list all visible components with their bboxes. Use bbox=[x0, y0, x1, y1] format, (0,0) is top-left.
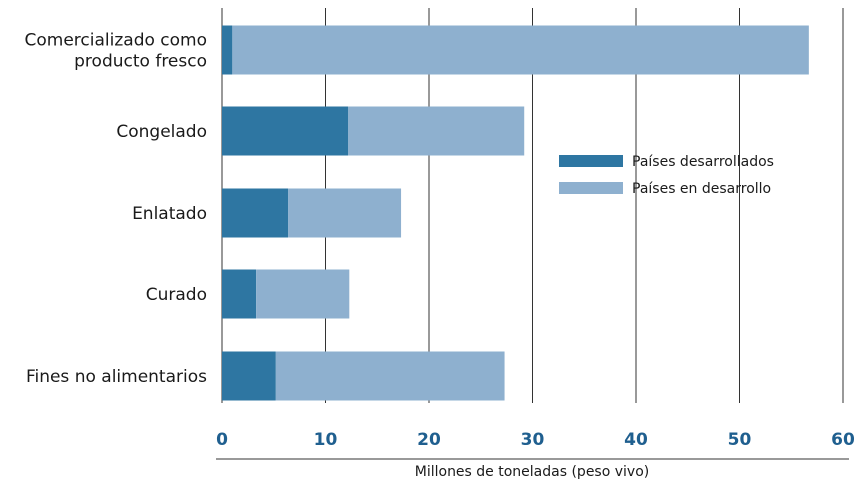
category-label-4: Fines no alimentarios bbox=[26, 367, 207, 387]
x-tick-label-1: 10 bbox=[314, 430, 338, 450]
legend-label-0: Países desarrollados bbox=[632, 154, 774, 170]
bar-0-series-1 bbox=[232, 25, 809, 75]
x-tick-label-0: 0 bbox=[216, 430, 228, 450]
legend-label-1: Países en desarrollo bbox=[632, 181, 771, 197]
bar-3-series-1 bbox=[256, 269, 350, 319]
x-tick-labels: 0 10 20 30 40 50 60 bbox=[216, 430, 855, 450]
x-tick-label-2: 20 bbox=[417, 430, 441, 450]
category-label-1: Congelado bbox=[116, 122, 207, 142]
bar-1-series-1 bbox=[348, 106, 525, 156]
bar-4-series-0 bbox=[222, 351, 276, 401]
bar-2-series-0 bbox=[222, 188, 289, 238]
legend-swatch-1 bbox=[559, 182, 623, 194]
category-label-2: Enlatado bbox=[132, 204, 207, 224]
bar-1-series-0 bbox=[222, 106, 349, 156]
x-tick-label-6: 60 bbox=[831, 430, 855, 450]
legend-swatch-0 bbox=[559, 155, 623, 167]
legend: Países desarrollados Países en desarrollo bbox=[559, 154, 774, 197]
bar-4-series-1 bbox=[275, 351, 505, 401]
x-tick-label-5: 50 bbox=[728, 430, 752, 450]
bar-2-series-1 bbox=[288, 188, 402, 238]
x-tick-label-3: 30 bbox=[521, 430, 545, 450]
category-label-0-line-0: Comercializado como bbox=[25, 31, 207, 51]
category-label-0-line-1: producto fresco bbox=[74, 52, 207, 72]
x-axis-title: Millones de toneladas (peso vivo) bbox=[415, 464, 649, 480]
bars bbox=[222, 25, 809, 401]
category-label-3: Curado bbox=[146, 285, 207, 305]
bar-3-series-0 bbox=[222, 269, 257, 319]
bar-0-series-0 bbox=[222, 25, 233, 75]
x-tick-label-4: 40 bbox=[624, 430, 648, 450]
